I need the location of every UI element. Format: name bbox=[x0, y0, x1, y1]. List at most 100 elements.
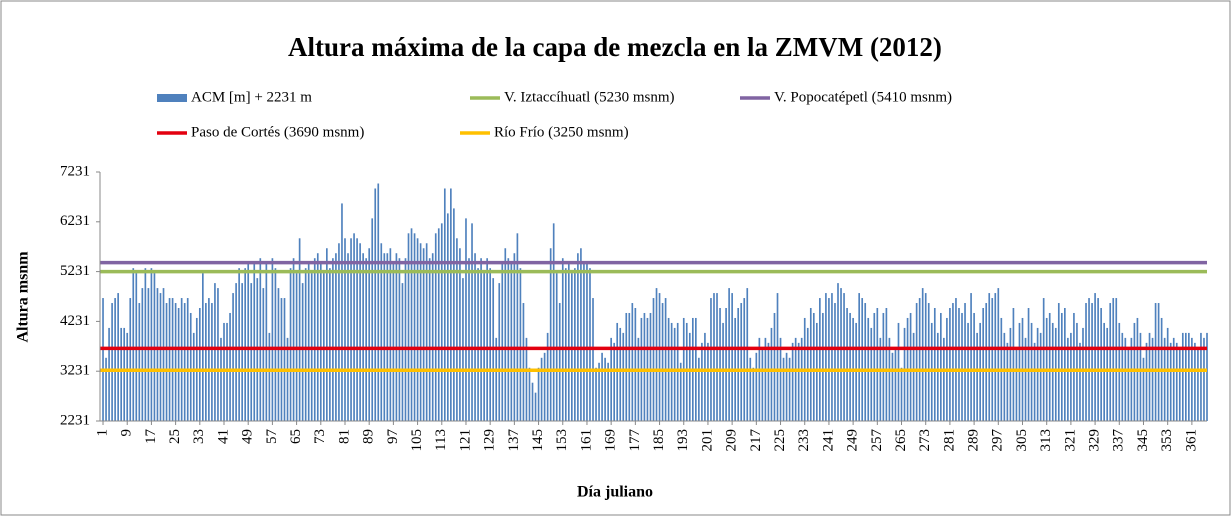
bar bbox=[123, 327, 126, 421]
x-tick-label: 129 bbox=[482, 429, 498, 452]
bar bbox=[244, 268, 247, 421]
bar bbox=[637, 337, 640, 421]
legend-swatch bbox=[157, 94, 187, 102]
bar bbox=[283, 298, 286, 421]
bar bbox=[289, 268, 292, 421]
bar bbox=[546, 332, 549, 421]
bar bbox=[1073, 312, 1075, 421]
bar bbox=[943, 337, 945, 421]
bar bbox=[347, 253, 349, 421]
bar bbox=[973, 312, 975, 421]
bar bbox=[924, 293, 927, 421]
bar bbox=[495, 337, 498, 421]
bar bbox=[235, 283, 237, 421]
bar bbox=[688, 332, 691, 421]
bar bbox=[259, 258, 262, 421]
bar bbox=[837, 283, 839, 421]
bar bbox=[1057, 303, 1060, 421]
bar bbox=[752, 367, 755, 421]
legend-label: V. Iztaccíhuatl (5230 msnm) bbox=[504, 89, 675, 105]
bar bbox=[519, 268, 522, 421]
bar bbox=[1127, 347, 1130, 421]
bar bbox=[658, 293, 661, 421]
bar bbox=[120, 327, 123, 421]
x-tick-label: 225 bbox=[772, 429, 788, 452]
bar bbox=[459, 248, 461, 421]
y-tick-label: 5231 bbox=[60, 263, 90, 279]
bar bbox=[208, 298, 210, 421]
bar bbox=[180, 298, 183, 421]
bar bbox=[673, 327, 676, 421]
bar bbox=[298, 238, 301, 421]
bar bbox=[1115, 298, 1118, 421]
bar bbox=[341, 203, 343, 421]
bar bbox=[489, 268, 492, 421]
bar bbox=[958, 308, 960, 421]
bar bbox=[301, 283, 304, 421]
x-tick-label: 241 bbox=[820, 429, 836, 452]
bar bbox=[870, 327, 873, 421]
bar bbox=[344, 238, 346, 421]
bar bbox=[126, 332, 129, 421]
bar bbox=[1064, 308, 1066, 421]
x-tick-label: 273 bbox=[917, 429, 933, 452]
bar bbox=[1121, 332, 1124, 421]
bar bbox=[1088, 298, 1090, 421]
bar bbox=[707, 342, 709, 421]
x-tick-label: 249 bbox=[845, 429, 861, 452]
bar bbox=[595, 367, 597, 421]
bar bbox=[1039, 332, 1042, 421]
bar bbox=[416, 238, 419, 421]
bar bbox=[994, 293, 997, 421]
bar bbox=[1100, 308, 1102, 421]
bar bbox=[250, 283, 253, 421]
x-tick-label: 265 bbox=[893, 429, 909, 452]
bar bbox=[443, 188, 446, 421]
bar bbox=[649, 312, 652, 421]
bar bbox=[764, 337, 767, 421]
bar bbox=[316, 253, 319, 421]
bar bbox=[586, 263, 588, 421]
bar bbox=[1139, 332, 1142, 421]
bar bbox=[271, 258, 274, 421]
bar bbox=[1097, 298, 1099, 421]
bar bbox=[982, 308, 985, 421]
bar bbox=[446, 213, 449, 421]
bar bbox=[543, 352, 546, 421]
bar bbox=[864, 303, 867, 421]
bar bbox=[211, 303, 213, 421]
bar bbox=[277, 288, 280, 421]
bar bbox=[809, 308, 812, 421]
bar bbox=[592, 298, 594, 421]
bar bbox=[214, 283, 216, 421]
bar bbox=[105, 357, 107, 421]
x-tick-label: 137 bbox=[506, 429, 522, 452]
bar bbox=[785, 352, 788, 421]
bar bbox=[419, 243, 422, 421]
x-tick-label: 201 bbox=[699, 429, 715, 452]
bar bbox=[510, 263, 513, 421]
bar bbox=[1157, 303, 1160, 421]
bar bbox=[800, 337, 803, 421]
bar bbox=[652, 298, 655, 421]
bar bbox=[456, 238, 458, 421]
bar bbox=[918, 298, 921, 421]
bar bbox=[1154, 303, 1157, 421]
bar bbox=[1048, 312, 1051, 421]
bar bbox=[522, 303, 525, 421]
bar bbox=[183, 303, 186, 421]
x-tick-label: 89 bbox=[361, 429, 377, 444]
bar bbox=[631, 303, 634, 421]
bar bbox=[1091, 303, 1093, 421]
bar bbox=[132, 268, 135, 421]
x-tick-label: 185 bbox=[651, 429, 667, 452]
bar bbox=[1178, 347, 1181, 421]
bar bbox=[374, 188, 377, 421]
bar bbox=[661, 303, 664, 421]
bar bbox=[507, 258, 510, 421]
chart-title: Altura máxima de la capa de mezcla en la… bbox=[288, 32, 942, 62]
bar bbox=[217, 288, 219, 421]
bar bbox=[728, 288, 730, 421]
bar bbox=[534, 392, 537, 421]
